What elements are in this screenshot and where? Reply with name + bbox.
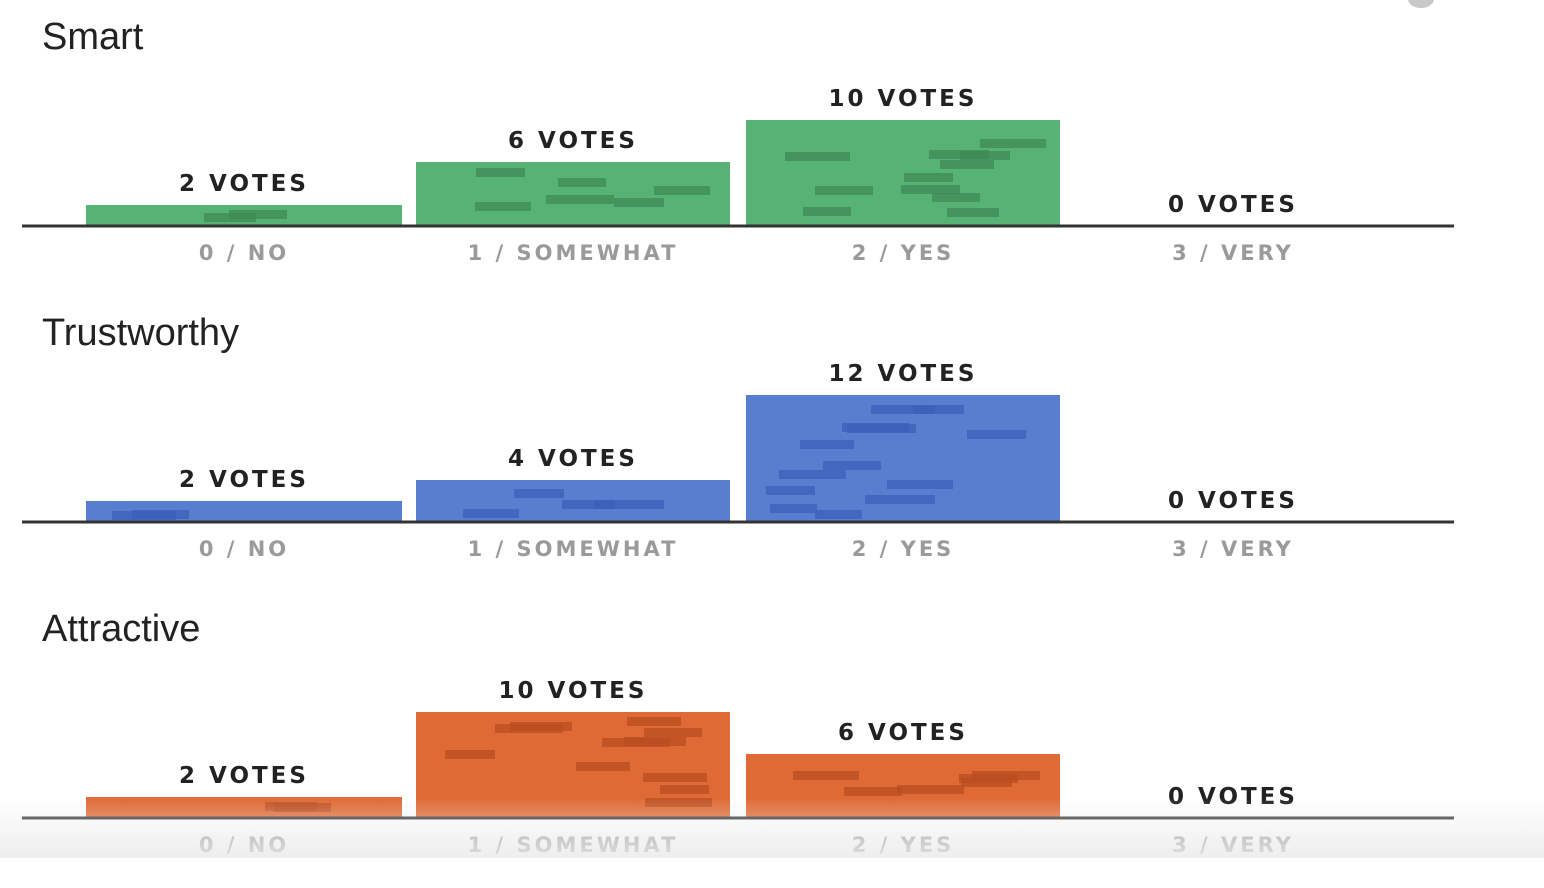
- bar-texture: [594, 500, 664, 509]
- vote-count-label: 0 VOTES: [1168, 192, 1298, 218]
- bar-texture: [546, 195, 614, 204]
- bar-texture: [644, 728, 702, 737]
- bar: [86, 797, 402, 818]
- bar-texture: [961, 778, 1012, 787]
- bar-texture: [627, 717, 681, 726]
- bar-texture: [204, 213, 256, 222]
- bar-texture: [229, 210, 287, 219]
- vote-count-label: 4 VOTES: [508, 446, 638, 472]
- vote-count-label: 2 VOTES: [179, 763, 309, 789]
- category-tick-label: 0 / NO: [199, 833, 289, 857]
- chart-panel-trustworthy: Trustworthy 2 VOTES 0 / NO 4 VOTES 1 / SOME…: [0, 296, 1544, 592]
- bar-texture: [793, 771, 859, 780]
- vote-count-label: 10 VOTES: [829, 86, 978, 112]
- chart-title: Attractive: [42, 608, 201, 650]
- bar-texture: [803, 207, 851, 216]
- vote-count-label: 0 VOTES: [1168, 784, 1298, 810]
- bar-texture: [576, 762, 630, 771]
- chart-title: Smart: [42, 16, 144, 58]
- vote-count-label: 6 VOTES: [508, 128, 638, 154]
- vote-count-label: 2 VOTES: [179, 171, 309, 197]
- bar-texture: [932, 193, 980, 202]
- bar-texture: [766, 486, 815, 495]
- vote-count-label: 0 VOTES: [1168, 488, 1298, 514]
- bar-texture: [514, 489, 564, 498]
- bar-texture: [645, 798, 712, 807]
- bar: [746, 120, 1060, 226]
- category-tick-label: 0 / NO: [199, 537, 289, 561]
- bar-texture: [614, 198, 664, 207]
- bar-texture: [654, 186, 710, 195]
- info-icon[interactable]: [1408, 0, 1434, 8]
- bar-texture: [779, 470, 846, 479]
- bar-texture: [770, 504, 817, 513]
- bar-texture: [463, 509, 519, 518]
- bar-texture: [980, 139, 1046, 148]
- category-tick-label: 0 / NO: [199, 241, 289, 265]
- bar-texture: [624, 737, 686, 746]
- chart-panel-smart: Smart 2 VOTES 0 / NO 6 VOTES 1 / SOMEWHAT 10…: [0, 0, 1544, 296]
- category-tick-label: 2 / YES: [852, 241, 955, 265]
- bar-texture: [643, 773, 707, 782]
- category-tick-label: 1 / SOMEWHAT: [468, 537, 679, 561]
- bar-texture: [904, 173, 953, 182]
- bar-texture: [800, 440, 854, 449]
- bar-texture: [844, 787, 902, 796]
- category-tick-label: 2 / YES: [852, 833, 955, 857]
- chart-panel-attractive: Attractive 2 VOTES 0 / NO 10 VOTES 1 / SOME…: [0, 592, 1544, 888]
- category-tick-label: 3 / VERY: [1172, 241, 1294, 265]
- bar-texture: [913, 405, 964, 414]
- bar-texture: [901, 185, 960, 194]
- bar-texture: [510, 722, 572, 731]
- bar-chart: 2 VOTES 0 / NO 4 VOTES 1 / SOMEWHAT 12 VOTES…: [22, 361, 1454, 561]
- chart-title: Trustworthy: [42, 312, 240, 354]
- bar-texture: [887, 480, 953, 489]
- vote-count-label: 2 VOTES: [179, 467, 309, 493]
- bar-texture: [929, 150, 989, 159]
- bar-texture: [897, 785, 964, 794]
- bar-texture: [476, 168, 525, 177]
- bar-texture: [562, 500, 615, 509]
- bar-texture: [445, 750, 495, 759]
- bar-chart: 2 VOTES 0 / NO 6 VOTES 1 / SOMEWHAT 10 VOTES…: [22, 86, 1454, 265]
- bar-texture: [785, 152, 850, 161]
- bar-chart: 2 VOTES 0 / NO 10 VOTES 1 / SOMEWHAT 6 VOTES…: [22, 678, 1454, 857]
- category-tick-label: 2 / YES: [852, 537, 955, 561]
- bar-texture: [842, 423, 909, 432]
- category-tick-label: 1 / SOMEWHAT: [468, 241, 679, 265]
- bar-texture: [558, 178, 606, 187]
- bar-texture: [871, 405, 935, 414]
- bar-texture: [947, 208, 999, 217]
- bar-texture: [265, 802, 317, 811]
- bar-texture: [967, 430, 1026, 439]
- bar-texture: [940, 160, 994, 169]
- bar-texture: [815, 186, 873, 195]
- vote-count-label: 12 VOTES: [829, 361, 978, 387]
- bar-texture: [112, 511, 176, 520]
- category-tick-label: 1 / SOMEWHAT: [468, 833, 679, 857]
- bar-texture: [475, 202, 531, 211]
- category-tick-label: 3 / VERY: [1172, 537, 1294, 561]
- vote-count-label: 10 VOTES: [499, 678, 648, 704]
- bar-texture: [823, 461, 881, 470]
- bar-texture: [660, 785, 709, 794]
- bar-texture: [815, 510, 862, 519]
- vote-count-label: 6 VOTES: [838, 720, 968, 746]
- category-tick-label: 3 / VERY: [1172, 833, 1294, 857]
- bar-texture: [972, 771, 1040, 780]
- bar-texture: [865, 495, 935, 504]
